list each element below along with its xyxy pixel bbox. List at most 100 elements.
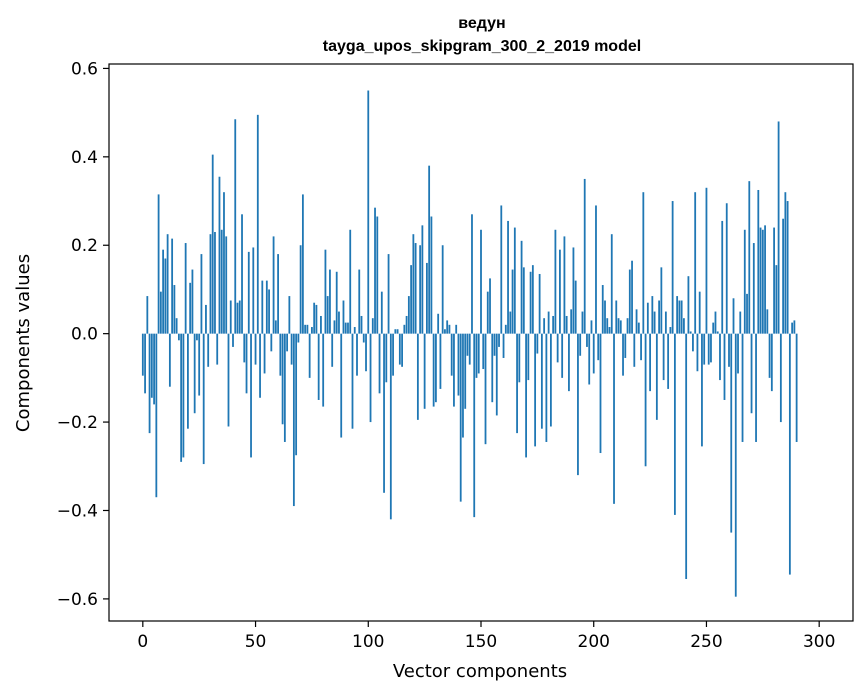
bar-29 — [207, 333, 210, 367]
bar-279 — [770, 333, 773, 392]
bar-95 — [356, 333, 358, 376]
bar-217 — [631, 260, 633, 334]
bar-160 — [502, 333, 505, 358]
bar-237 — [676, 296, 679, 334]
bar-274 — [759, 227, 762, 334]
bar-178 — [543, 318, 546, 334]
bar-216 — [628, 269, 631, 334]
bar-191 — [572, 247, 575, 334]
bar-63 — [283, 333, 286, 442]
bar-265 — [739, 311, 742, 334]
bar-215 — [626, 318, 629, 334]
bar-259 — [725, 203, 728, 334]
bar-21 — [189, 282, 192, 334]
bar-1 — [144, 333, 146, 394]
bar-93 — [351, 333, 354, 429]
bar-156 — [493, 333, 496, 356]
bar-198 — [588, 333, 591, 385]
bar-285 — [784, 192, 787, 334]
bar-37 — [225, 236, 228, 334]
bar-208 — [610, 234, 613, 334]
bar-84 — [331, 333, 334, 367]
bar-262 — [732, 298, 735, 334]
bar-157 — [495, 333, 498, 416]
bar-155 — [491, 333, 494, 403]
bar-122 — [416, 333, 419, 420]
bar-138 — [453, 333, 455, 407]
bar-234 — [669, 327, 672, 334]
bar-25 — [198, 333, 201, 396]
bar-230 — [660, 267, 663, 334]
bar-281 — [775, 265, 778, 334]
bar-130 — [435, 333, 437, 403]
bar-151 — [482, 333, 485, 370]
bar-148 — [475, 333, 478, 378]
bar-20 — [187, 333, 189, 429]
bar-271 — [752, 243, 755, 334]
bar-284 — [782, 218, 785, 334]
x-tick-label: 100 — [352, 632, 384, 652]
bar-132 — [439, 333, 442, 389]
bar-225 — [649, 333, 651, 392]
bar-24 — [196, 333, 198, 341]
bar-88 — [340, 333, 343, 438]
bar-10 — [164, 258, 167, 334]
bar-254 — [714, 311, 717, 334]
y-tick-label: 0.2 — [71, 236, 98, 256]
bar-90 — [344, 322, 347, 334]
x-axis-ticks: 0 50 100 150 200 250 300 — [137, 621, 835, 652]
bar-240 — [683, 318, 685, 334]
bar-80 — [322, 333, 325, 407]
bar-224 — [646, 302, 649, 334]
x-tick-label: 0 — [137, 632, 148, 652]
bar-278 — [768, 333, 771, 378]
bar-114 — [398, 333, 401, 365]
bar-69 — [297, 333, 300, 343]
bar-197 — [586, 333, 588, 347]
bar-165 — [513, 227, 516, 334]
bar-3 — [148, 333, 151, 434]
bar-189 — [568, 333, 570, 392]
bar-4 — [150, 333, 153, 398]
bar-176 — [538, 273, 541, 334]
bar-41 — [234, 119, 237, 334]
bar-15 — [175, 318, 178, 334]
bar-266 — [741, 333, 744, 442]
y-tick-label: 0.4 — [71, 148, 98, 168]
bar-121 — [414, 243, 417, 334]
bar-187 — [563, 236, 566, 334]
bar-47 — [247, 251, 250, 334]
bar-158 — [498, 333, 500, 347]
bar-112 — [394, 329, 397, 334]
bar-5 — [153, 333, 155, 405]
bar-253 — [712, 322, 715, 334]
bar-123 — [419, 245, 422, 334]
bar-35 — [220, 229, 223, 334]
bar-246 — [696, 333, 699, 372]
bar-107 — [383, 333, 385, 493]
bar-23 — [193, 333, 196, 414]
x-tick-label: 250 — [690, 632, 722, 652]
bar-87 — [338, 311, 340, 334]
bar-50 — [254, 333, 257, 365]
bar-277 — [766, 309, 769, 334]
bar-179 — [545, 333, 548, 442]
bar-228 — [655, 333, 658, 420]
bar-219 — [635, 309, 638, 334]
bar-205 — [604, 300, 606, 334]
bar-209 — [613, 333, 615, 504]
bar-51 — [256, 114, 259, 334]
bar-283 — [779, 333, 782, 423]
bar-210 — [615, 300, 618, 334]
bar-140 — [457, 333, 460, 396]
bar-105 — [378, 333, 381, 394]
bar-174 — [534, 333, 537, 447]
bar-185 — [559, 249, 561, 334]
bar-241 — [685, 333, 688, 580]
bar-213 — [622, 333, 624, 376]
bar-79 — [320, 315, 322, 334]
bar-120 — [412, 234, 415, 334]
bar-19 — [184, 243, 187, 334]
bar-290 — [795, 333, 798, 442]
bar-67 — [292, 333, 295, 507]
